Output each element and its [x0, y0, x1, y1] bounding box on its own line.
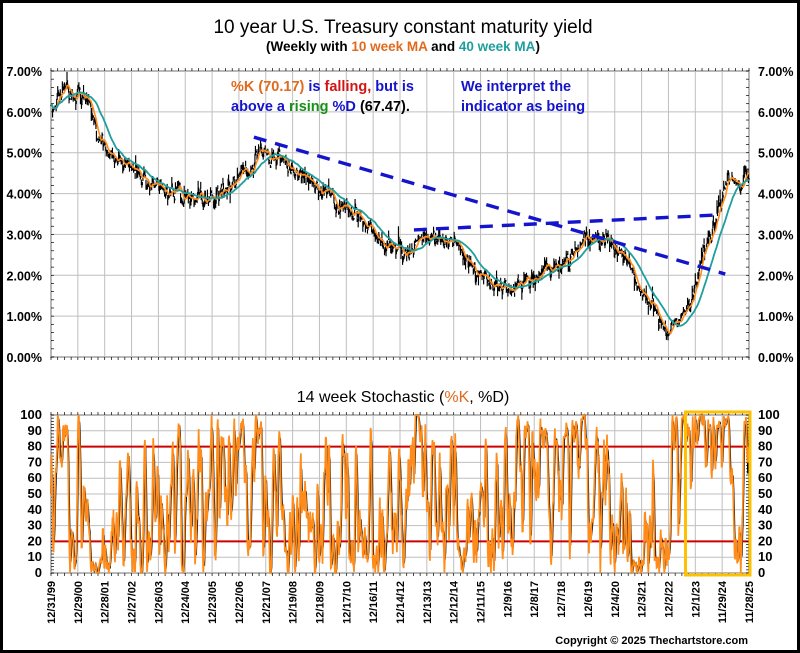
svg-text:12/22/06: 12/22/06 — [234, 581, 246, 624]
svg-text:Copyright © 2025 Thechartstore: Copyright © 2025 Thechartstore.com — [555, 635, 748, 647]
svg-text:12/9/16: 12/9/16 — [502, 581, 514, 618]
svg-text:indicator as being: indicator as being — [461, 99, 585, 115]
svg-text:10: 10 — [758, 549, 772, 564]
svg-text:30: 30 — [758, 518, 772, 533]
svg-text:14 week Stochastic (%K, %D): 14 week Stochastic (%K, %D) — [297, 389, 510, 406]
svg-text:3.00%: 3.00% — [7, 228, 42, 242]
svg-text:12/26/03: 12/26/03 — [153, 581, 165, 624]
svg-text:12/2/22: 12/2/22 — [663, 581, 675, 618]
svg-text:90: 90 — [758, 423, 772, 438]
svg-text:4.00%: 4.00% — [7, 188, 42, 202]
svg-text:(Weekly with 10 week MA and 40: (Weekly with 10 week MA and 40 week MA) — [266, 39, 540, 54]
svg-text:12/29/00: 12/29/00 — [73, 581, 85, 624]
svg-text:60: 60 — [28, 470, 42, 485]
svg-text:12/7/18: 12/7/18 — [556, 581, 568, 618]
svg-text:80: 80 — [28, 439, 42, 454]
svg-text:10: 10 — [28, 549, 42, 564]
svg-text:2.00%: 2.00% — [758, 269, 793, 283]
svg-text:12/31/99: 12/31/99 — [46, 581, 58, 624]
svg-text:above a rising %D (67.47).: above a rising %D (67.47). — [231, 99, 410, 115]
svg-text:12/16/11: 12/16/11 — [368, 581, 380, 623]
svg-text:60: 60 — [758, 470, 772, 485]
svg-text:12/24/04: 12/24/04 — [180, 580, 192, 624]
svg-text:7.00%: 7.00% — [758, 65, 793, 79]
svg-text:20: 20 — [28, 533, 42, 548]
svg-text:12/21/07: 12/21/07 — [261, 581, 273, 624]
svg-text:90: 90 — [28, 423, 42, 438]
svg-text:70: 70 — [28, 454, 42, 469]
svg-text:12/13/13: 12/13/13 — [422, 581, 434, 624]
svg-text:50: 50 — [28, 486, 42, 501]
svg-text:12/6/19: 12/6/19 — [583, 581, 595, 618]
svg-text:12/8/17: 12/8/17 — [529, 581, 541, 618]
svg-text:30: 30 — [28, 518, 42, 533]
svg-text:12/14/12: 12/14/12 — [395, 581, 407, 624]
svg-text:12/3/21: 12/3/21 — [637, 581, 649, 618]
svg-text:12/17/10: 12/17/10 — [341, 581, 353, 624]
svg-text:12/4/20: 12/4/20 — [610, 581, 622, 618]
svg-text:20: 20 — [758, 533, 772, 548]
svg-text:4.00%: 4.00% — [758, 188, 793, 202]
svg-text:12/18/09: 12/18/09 — [314, 581, 326, 624]
svg-text:We interpret the: We interpret the — [461, 79, 571, 95]
svg-text:12/23/05: 12/23/05 — [207, 581, 219, 624]
svg-text:12/11/15: 12/11/15 — [476, 581, 488, 623]
svg-text:12/12/14: 12/12/14 — [449, 580, 461, 624]
svg-text:0.00%: 0.00% — [758, 351, 793, 365]
svg-text:12/27/02: 12/27/02 — [127, 581, 139, 624]
svg-text:100: 100 — [758, 407, 780, 422]
svg-text:6.00%: 6.00% — [7, 106, 42, 120]
svg-text:70: 70 — [758, 454, 772, 469]
svg-text:1.00%: 1.00% — [7, 310, 42, 324]
svg-text:12/28/01: 12/28/01 — [100, 581, 112, 624]
svg-text:1.00%: 1.00% — [758, 310, 793, 324]
svg-text:12/19/08: 12/19/08 — [288, 581, 300, 624]
svg-text:40: 40 — [758, 502, 772, 517]
svg-text:50: 50 — [758, 486, 772, 501]
svg-text:40: 40 — [28, 502, 42, 517]
svg-text:5.00%: 5.00% — [758, 147, 793, 161]
svg-text:0: 0 — [35, 565, 42, 580]
svg-text:0.00%: 0.00% — [7, 351, 42, 365]
svg-text:12/1/23: 12/1/23 — [690, 581, 702, 618]
svg-text:10 year U.S. Treasury constant: 10 year U.S. Treasury constant maturity … — [213, 17, 592, 38]
svg-text:2.00%: 2.00% — [7, 269, 42, 283]
svg-text:%K (70.17) is falling, but is: %K (70.17) is falling, but is — [231, 79, 414, 95]
svg-text:0: 0 — [758, 565, 765, 580]
svg-text:11/28/25: 11/28/25 — [744, 581, 756, 623]
svg-text:5.00%: 5.00% — [7, 147, 42, 161]
svg-text:6.00%: 6.00% — [758, 106, 793, 120]
svg-text:80: 80 — [758, 439, 772, 454]
svg-text:11/29/24: 11/29/24 — [717, 580, 729, 623]
svg-text:7.00%: 7.00% — [7, 65, 42, 79]
svg-text:100: 100 — [20, 407, 42, 422]
svg-text:3.00%: 3.00% — [758, 228, 793, 242]
